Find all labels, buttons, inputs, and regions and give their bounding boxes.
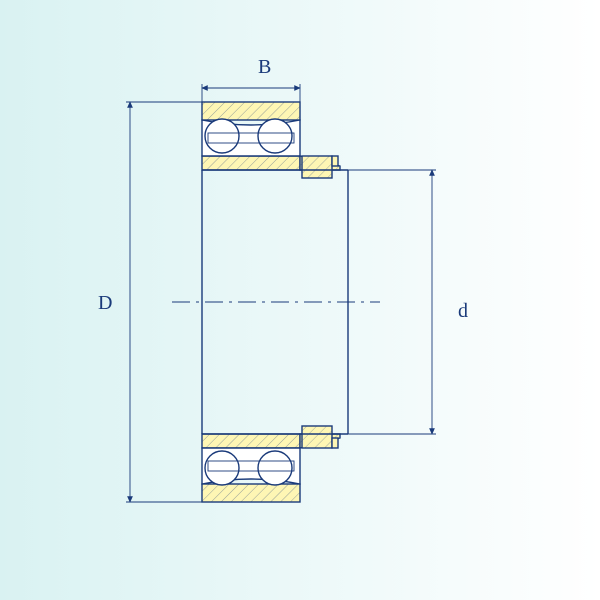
label-bore-diameter: d [458,300,468,323]
label-width: B [258,56,271,79]
bearing-diagram: D d B [0,0,600,600]
diagram-svg [0,0,600,600]
label-outer-diameter: D [98,292,112,315]
